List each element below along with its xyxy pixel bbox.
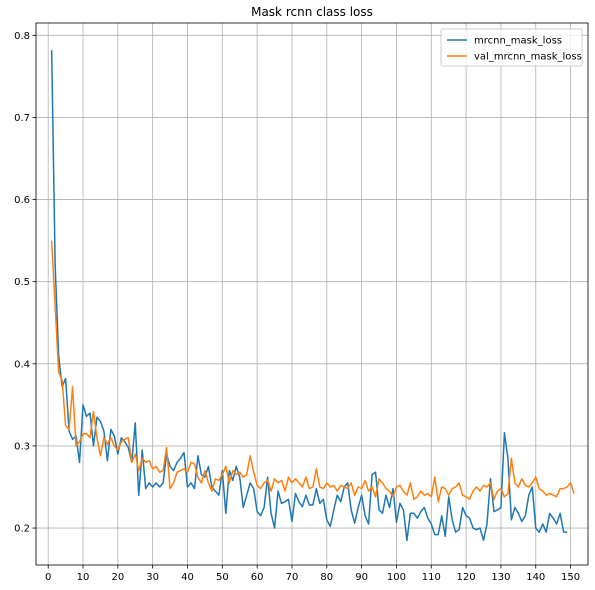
axis-ticks: 0 10 20 30 40 50 60 70 80 90 100 110 120 130 140 150 0.2…: [14, 31, 580, 583]
legend-box: [440, 28, 583, 67]
series-line-mrcnn-mask-loss: [50, 50, 568, 542]
x-tick-label: 50: [216, 572, 229, 583]
x-tick-label: 120: [457, 572, 476, 583]
x-tick-label: 70: [286, 572, 299, 583]
x-tick-label: 80: [320, 572, 333, 583]
y-tick-label: 0.5: [14, 277, 30, 288]
x-tick-label: 100: [387, 572, 406, 583]
legend-label-mrcnn-mask-loss: mrcnn_mask_loss: [474, 36, 562, 47]
legend-label-val-mrcnn-mask-loss: val_mrcnn_mask_loss: [474, 52, 582, 63]
x-tick-label: 40: [181, 572, 194, 583]
x-tick-label: 140: [526, 572, 545, 583]
legend: mrcnn_mask_loss val_mrcnn_mask_loss: [440, 28, 583, 67]
x-tick-label: 0: [45, 572, 51, 583]
x-tick-label: 10: [77, 572, 90, 583]
x-tick-label: 150: [561, 572, 580, 583]
y-tick-label: 0.2: [14, 524, 30, 535]
y-tick-label: 0.6: [14, 195, 30, 206]
series-line-val-mrcnn-mask-loss: [50, 240, 575, 503]
y-tick-label: 0.4: [14, 359, 30, 370]
x-tick-label: 60: [251, 572, 264, 583]
plot-frame: [35, 22, 589, 566]
y-tick-label: 0.7: [14, 113, 30, 124]
x-tick-label: 20: [111, 572, 124, 583]
x-tick-label: 90: [355, 572, 368, 583]
x-tick-label: 30: [146, 572, 159, 583]
y-tick-label: 0.8: [14, 31, 30, 42]
x-tick-label: 110: [422, 572, 441, 583]
grid: [36, 23, 588, 565]
x-tick-label: 130: [491, 572, 510, 583]
chart-title: Mask rcnn class loss: [251, 5, 373, 19]
series-lines: [50, 50, 575, 542]
y-tick-label: 0.3: [14, 441, 30, 452]
